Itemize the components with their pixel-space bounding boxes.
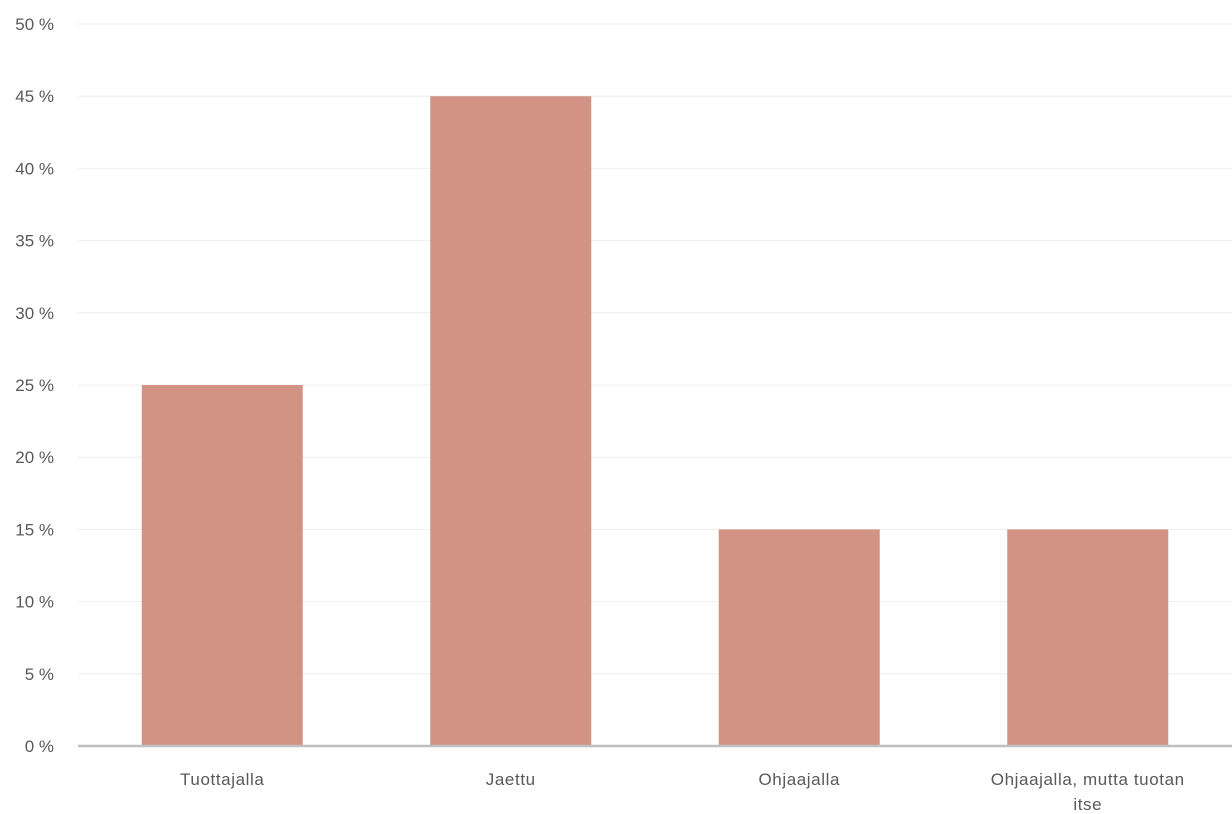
x-category-label: Tuottajalla bbox=[180, 770, 264, 789]
y-tick-label: 0 % bbox=[25, 737, 54, 756]
y-tick-label: 50 % bbox=[15, 15, 54, 34]
bar bbox=[1007, 529, 1169, 746]
x-axis-category-labels: Tuottajalla Jaettu Ohjaajalla Ohjaajalla, m… bbox=[180, 770, 1185, 814]
x-category-label: Ohjaajalla, mutta tuotan bbox=[991, 770, 1185, 789]
y-tick-label: 40 % bbox=[15, 159, 54, 178]
bars bbox=[141, 96, 1169, 746]
y-tick-label: 45 % bbox=[15, 87, 54, 106]
bar bbox=[718, 529, 880, 746]
x-category-label: Jaettu bbox=[486, 770, 536, 789]
x-category-label: itse bbox=[1073, 795, 1102, 814]
bar bbox=[141, 385, 303, 746]
x-category-label: Ohjaajalla bbox=[758, 770, 840, 789]
y-tick-label: 20 % bbox=[15, 448, 54, 467]
bar bbox=[430, 96, 592, 746]
y-tick-label: 30 % bbox=[15, 304, 54, 323]
y-axis-tick-labels: 0 % 5 % 10 % 15 % 20 % 25 % 30 % 35 % 40 % 45 % 50… bbox=[15, 15, 54, 756]
y-tick-label: 25 % bbox=[15, 376, 54, 395]
y-tick-label: 5 % bbox=[25, 665, 54, 684]
y-tick-label: 10 % bbox=[15, 593, 54, 612]
y-tick-label: 15 % bbox=[15, 520, 54, 539]
y-tick-label: 35 % bbox=[15, 232, 54, 251]
